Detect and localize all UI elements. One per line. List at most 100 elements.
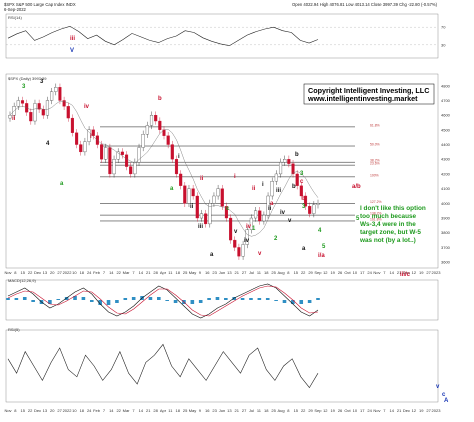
candle-body xyxy=(87,129,91,142)
candle-body xyxy=(58,87,62,101)
price-tick-label: 4700 xyxy=(441,98,451,103)
candle-body xyxy=(158,120,162,130)
panel-frames xyxy=(5,13,439,403)
bottom-date-tick-label: 27 xyxy=(57,408,62,413)
date-tick-label: 25 xyxy=(183,270,188,275)
date-tick-label: Feb xyxy=(93,270,101,275)
date-tick-label: 23 xyxy=(212,270,217,275)
bottom-date-tick-label: May xyxy=(189,408,197,413)
wave-label-red: a xyxy=(270,201,274,207)
candle-body xyxy=(266,195,270,216)
bottom-date-tick-label: 22 xyxy=(301,408,306,413)
macd-histogram-bar xyxy=(98,300,102,305)
candle-body xyxy=(45,100,50,116)
macd-line xyxy=(7,283,319,319)
wave-label-blue: v xyxy=(436,384,440,390)
price-tick-label: 4600 xyxy=(441,113,451,118)
candle-body xyxy=(124,154,129,167)
candle-body xyxy=(308,206,312,214)
date-tick-label: Mar xyxy=(123,270,131,275)
bottom-date-tick-label: Jul xyxy=(249,408,254,413)
wave-label-green: c xyxy=(226,206,230,212)
macd-histogram-bar xyxy=(81,297,86,300)
candle-body xyxy=(216,188,220,197)
date-tick-label: 10 xyxy=(353,270,358,275)
candle-body xyxy=(120,151,124,155)
candle-body xyxy=(149,115,154,126)
wave-label-black: iv xyxy=(244,238,250,244)
wave-label-red: v xyxy=(258,251,262,257)
bottom-date-tick-label: 8 xyxy=(287,408,290,413)
header-symbol: $SPX S&P 500 Large Cap Index INDX xyxy=(4,2,76,7)
macd-signal-line xyxy=(7,285,319,317)
macd-histogram-bar xyxy=(173,300,178,303)
bottom-date-tick-label: 16 xyxy=(205,408,210,413)
candle-body xyxy=(249,217,253,230)
date-tick-label: 19 xyxy=(419,270,424,275)
wave-label-black: a xyxy=(302,246,306,252)
wave-label-red: iii/c xyxy=(400,272,411,278)
date-tick-label: 14 xyxy=(389,270,394,275)
candle-body xyxy=(183,185,187,204)
price-axis: 4800 4700 4600 4500 4400 4300 4200 4100 4000 3900… xyxy=(441,83,451,264)
bottom-date-tick-label: 21 xyxy=(235,408,240,413)
candle-body xyxy=(278,162,283,175)
bottom-date-tick-label: 24 xyxy=(87,408,92,413)
macd-histogram-bar xyxy=(282,300,287,303)
bottom-date-tick-label: Nov xyxy=(4,408,11,413)
bottom-date-tick-label: 9 xyxy=(199,408,202,413)
date-tick-label: Oct xyxy=(344,270,351,275)
candle-body xyxy=(245,229,249,245)
rsi-tick-label: 30 xyxy=(441,42,446,47)
candle-body xyxy=(179,173,183,186)
price-tick-label: 4200 xyxy=(441,171,451,176)
candle-body xyxy=(274,173,278,182)
candle-body xyxy=(283,159,287,163)
macd-histogram-bar xyxy=(89,300,94,302)
copyright-line2: www.intelligentinvesting.market xyxy=(307,94,418,103)
date-tick-label: 8 xyxy=(14,270,17,275)
candle-body xyxy=(62,100,66,107)
wave-label-black: v xyxy=(288,218,292,224)
candle-body xyxy=(299,185,303,197)
date-tick-label: 22 xyxy=(28,270,33,275)
candle-body xyxy=(50,91,54,101)
bottom-date-tick-label: 7 xyxy=(383,408,386,413)
candle-body xyxy=(204,213,208,225)
bottom-date-tick-label: 19 xyxy=(419,408,424,413)
header-ohlc: Open 4022.94 High 4076.81 Low 4013.14 Cl… xyxy=(292,2,438,7)
date-axis: Nov 8 15 22 Dec 13 20 27 2022 10 18 24 Feb 7 14 22 Mar 7 1… xyxy=(4,270,441,275)
date-tick-label: 20 xyxy=(50,270,55,275)
bottom-date-tick-label: 25 xyxy=(183,408,188,413)
bottom-date-tick-label: 7 xyxy=(103,408,106,413)
wave-label-green: a xyxy=(170,186,174,192)
wave-label-red: c xyxy=(300,179,304,185)
wave-label-green: 2 xyxy=(274,236,278,242)
candle-body xyxy=(16,100,20,107)
candle-body xyxy=(37,103,41,110)
macd-histogram-bar xyxy=(299,300,304,304)
date-tick-label: 8 xyxy=(287,270,290,275)
wave-label-red: ii xyxy=(252,186,256,192)
date-tick-label: Aug xyxy=(277,270,284,275)
wave-label-black: ii xyxy=(268,206,272,212)
macd-histogram-bar xyxy=(316,298,320,300)
candle-body xyxy=(195,195,199,219)
candle-body xyxy=(241,244,245,257)
date-tick-label: 29 xyxy=(308,270,313,275)
macd-histogram-bar xyxy=(165,300,169,301)
header-date: 6-Sep-2022 xyxy=(4,7,27,12)
price-tick-label: 4500 xyxy=(441,127,451,132)
rsi-panel-label: RSI(14) xyxy=(8,15,22,20)
bottom-date-tick-label: 17 xyxy=(360,408,365,413)
bottom-date-axis: Nov 8 15 22 Dec 13 20 27 2022 10 18 24 Feb 7 14 22 Mar 7 1… xyxy=(4,408,441,413)
bottom-date-tick-label: 13 xyxy=(43,408,48,413)
candle-body xyxy=(129,166,133,175)
wave-label-red: b xyxy=(158,96,162,102)
wave-label-black: v xyxy=(234,229,238,235)
wave-label-green: 5 xyxy=(322,244,326,250)
wave-label-green: 3 xyxy=(300,171,304,177)
candle-body xyxy=(303,195,308,207)
